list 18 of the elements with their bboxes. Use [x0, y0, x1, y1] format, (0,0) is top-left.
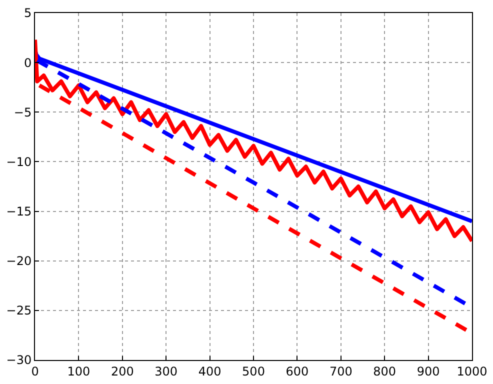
- y-tick-label: −20: [6, 254, 32, 268]
- y-tick-label: −15: [6, 204, 32, 218]
- y-tick-label: 5: [24, 6, 32, 20]
- x-tick-label: 800: [373, 364, 396, 378]
- x-tick-label: 200: [110, 364, 134, 378]
- y-tick-label: 0: [24, 56, 32, 70]
- y-tick-label: −25: [6, 304, 32, 318]
- x-tick-label: 700: [329, 364, 352, 378]
- y-tick-label: −5: [14, 105, 32, 120]
- x-tick-label: 1000: [456, 364, 488, 378]
- x-tick-label: 600: [286, 364, 309, 378]
- x-tick-label: 100: [67, 364, 90, 378]
- x-tick-label: 900: [416, 364, 440, 378]
- y-tick-label: −10: [6, 154, 32, 169]
- x-tick-label: 300: [154, 364, 178, 378]
- y-tick-label: −30: [6, 353, 32, 368]
- x-tick-label: 400: [198, 364, 222, 378]
- x-tick-label: 500: [242, 364, 265, 378]
